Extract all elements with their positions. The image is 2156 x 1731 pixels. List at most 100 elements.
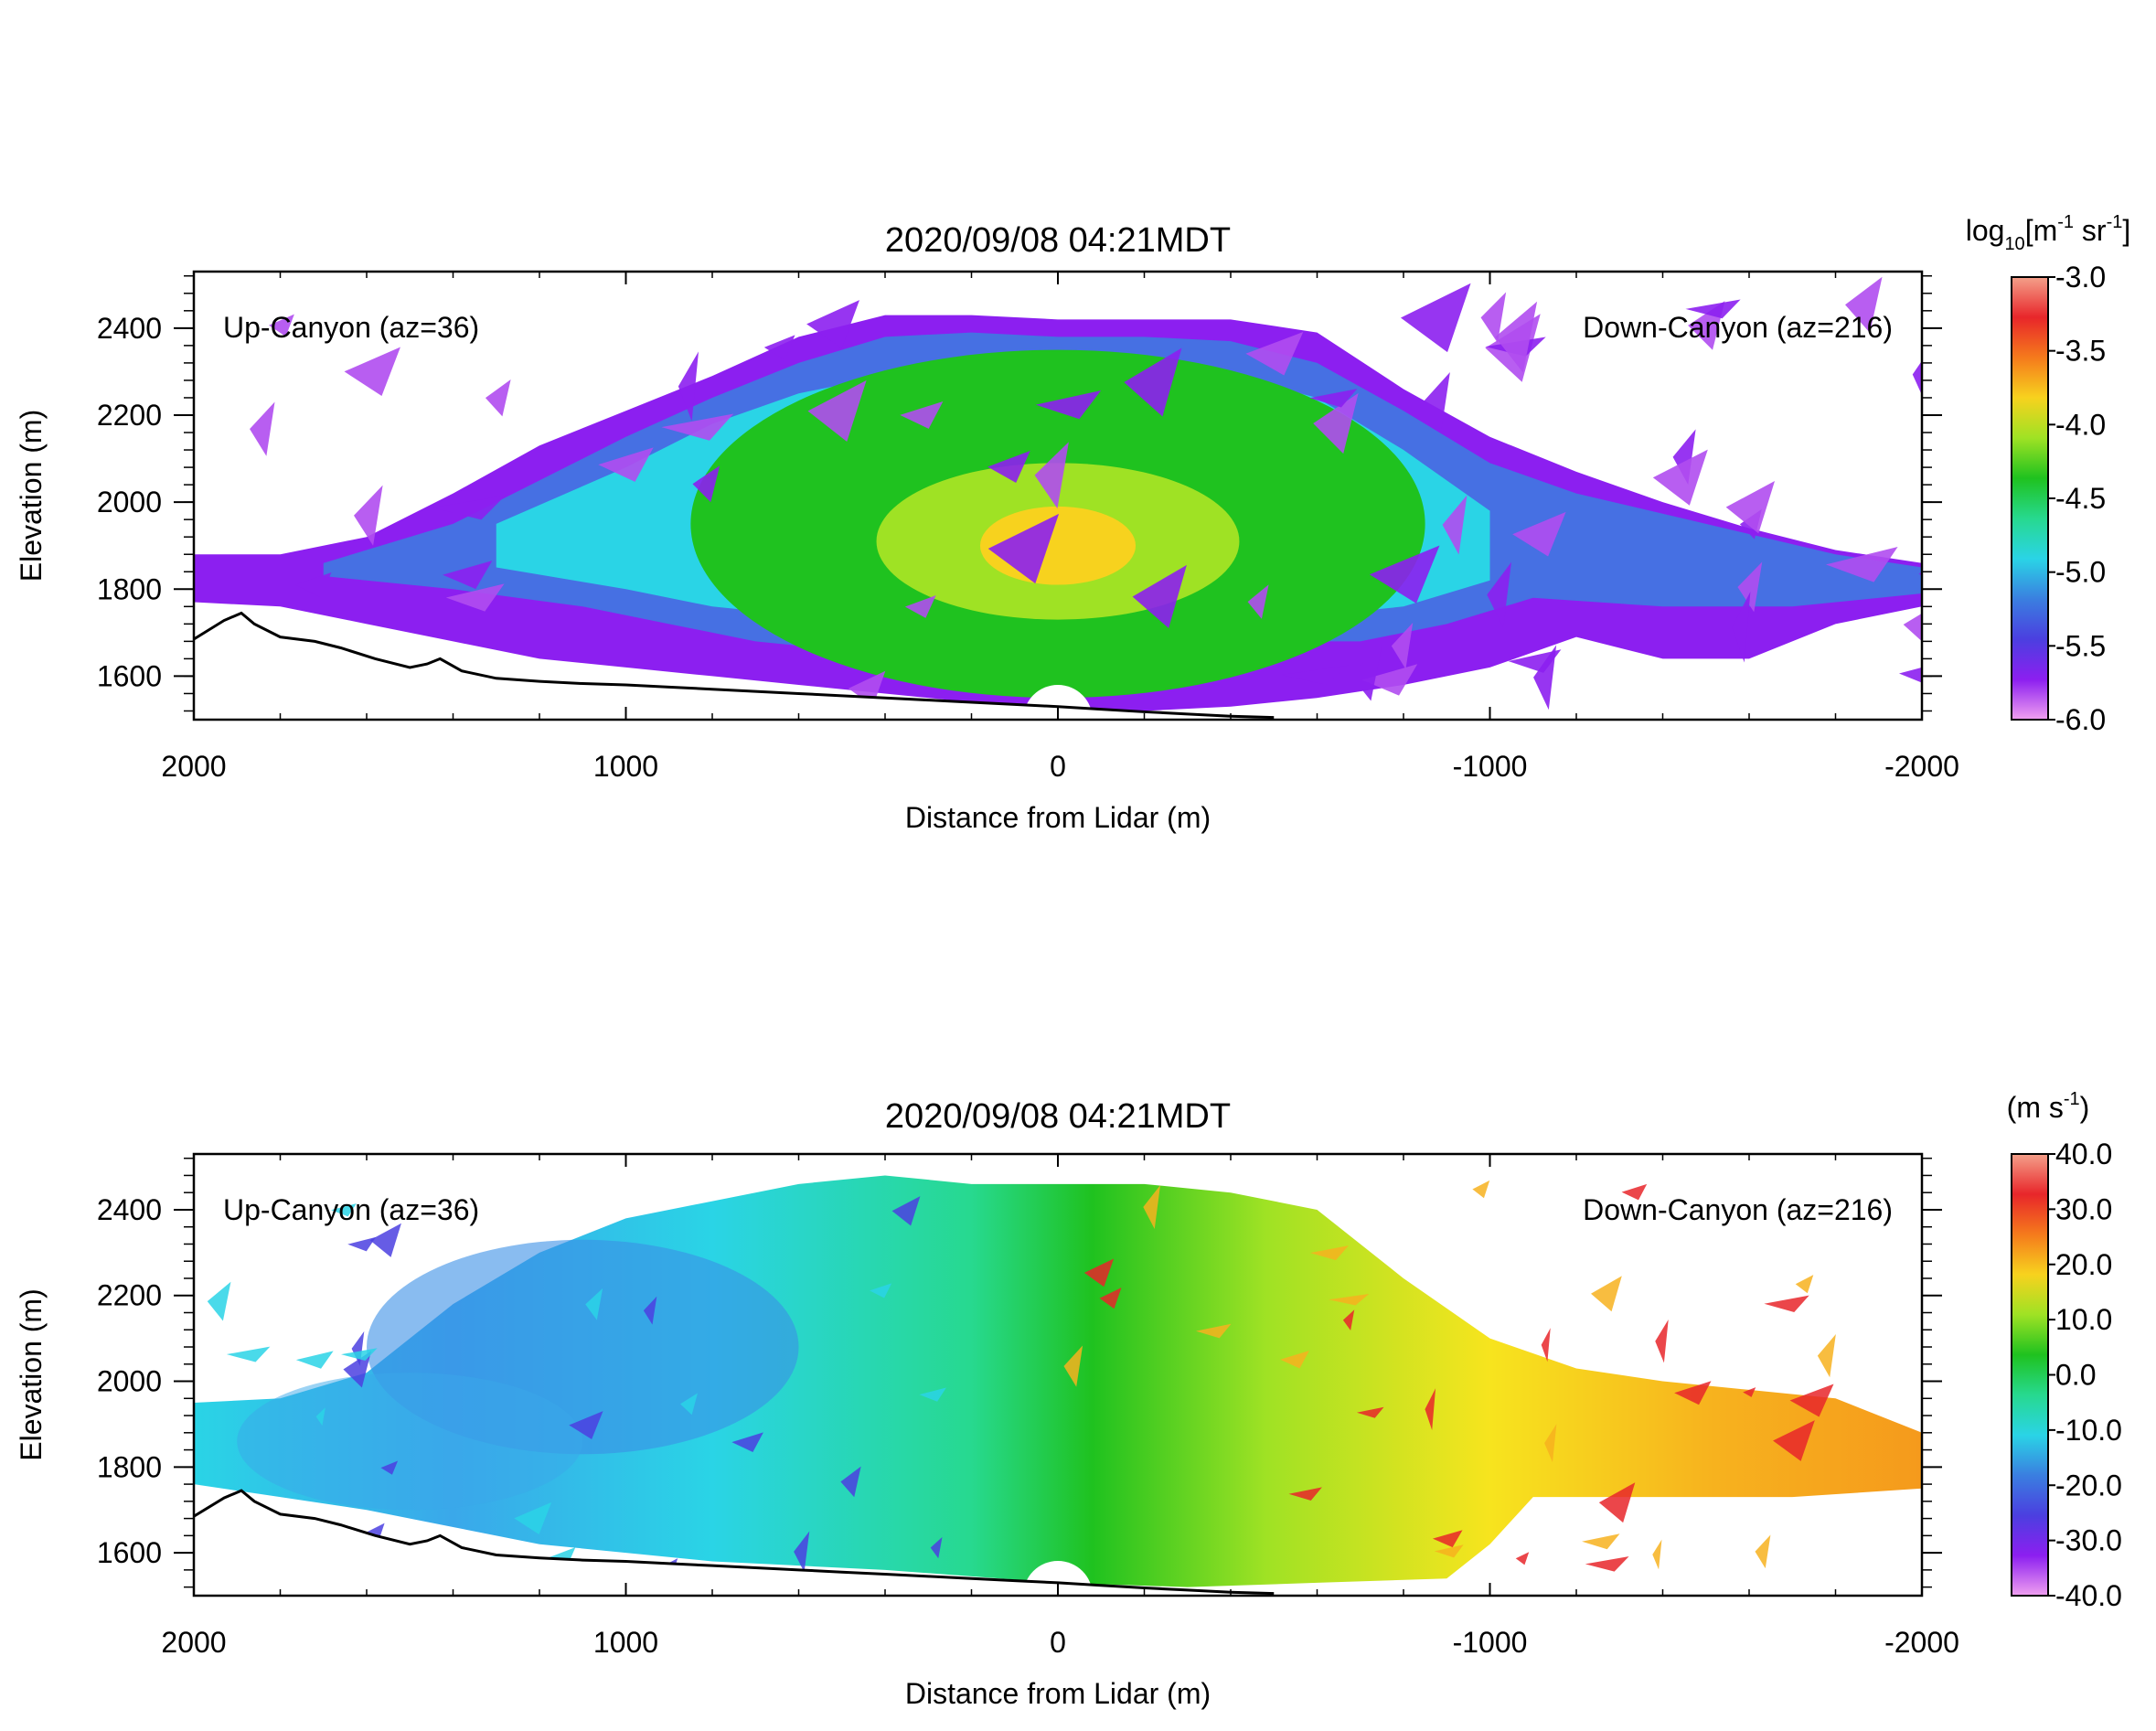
velocity-speckle: [295, 1351, 334, 1369]
velocity-speckle: [1817, 1334, 1836, 1378]
x-tick-label: 0: [1050, 1626, 1066, 1659]
y-tick-label: 1600: [97, 659, 162, 692]
colorbar-tick-label: -6.0: [2055, 703, 2106, 736]
terrain-line: [194, 611, 1275, 720]
y-tick-label: 1800: [97, 572, 162, 605]
left-annotation: Up-Canyon (az=36): [223, 311, 479, 344]
velocity-speckle: [347, 1236, 377, 1252]
velocity-speckle: [1280, 1351, 1309, 1369]
colorbar-tick-label: -40.0: [2055, 1579, 2122, 1612]
colorbar-tick-label: -3.5: [2055, 335, 2106, 368]
velocity-speckle: [840, 1466, 861, 1498]
velocity-speckle: [1288, 1487, 1322, 1501]
x-tick-label: 1000: [593, 750, 658, 783]
velocity-speckle: [585, 1288, 603, 1320]
backscatter-speckle: [1732, 592, 1751, 663]
backscatter-speckle: [763, 335, 795, 360]
velocity-speckle: [514, 1501, 552, 1534]
x-axis-label: Distance from Lidar (m): [905, 801, 1211, 834]
y-axis-label: Elevation (m): [15, 1288, 48, 1461]
data-field: [194, 1175, 1922, 1596]
velocity-speckle: [341, 1348, 378, 1361]
backscatter-speckle: [692, 465, 720, 503]
backscatter-speckle: [987, 451, 1030, 484]
velocity-blue-patch: [237, 1373, 583, 1511]
velocity-speckle: [643, 1296, 657, 1325]
colorbar-tick-label: 40.0: [2055, 1138, 2112, 1170]
colorbar-tick-label: 0.0: [2055, 1359, 2096, 1392]
chart-panel-1: 2000 1000 0 -1000 -2000 1600 1800 2000 2200 2400 2…: [15, 212, 2130, 834]
backscatter-speckle: [1495, 301, 1538, 373]
y-tick-label: 1800: [97, 1450, 162, 1483]
backscatter-speckle: [1035, 390, 1102, 420]
y-tick-label: 2400: [97, 1193, 162, 1226]
backscatter-speckle: [1442, 495, 1468, 555]
y-tick-label: 2000: [97, 1365, 162, 1398]
velocity-speckle: [1674, 1381, 1712, 1405]
velocity-speckle: [1143, 1185, 1160, 1230]
x-tick-label: 2000: [161, 1626, 226, 1659]
backscatter-speckle: [1313, 392, 1359, 454]
backscatter-speckle: [445, 583, 505, 612]
velocity-speckle: [869, 1283, 892, 1298]
x-tick-label: -1000: [1453, 1626, 1528, 1659]
colorbar: -3.0 -3.5 -4.0 -4.5 -5.0 -5.5 -6.0 log10[m-1 sr…: [1966, 212, 2131, 736]
velocity-speckle: [380, 1460, 399, 1475]
backscatter-speckle: [485, 379, 511, 417]
backscatter-speckle: [1737, 561, 1763, 613]
velocity-speckle: [1789, 1384, 1834, 1417]
backscatter-speckle: [1245, 332, 1304, 376]
colorbar-tick-label: 20.0: [2055, 1248, 2112, 1281]
data-field: [194, 276, 1922, 720]
velocity-speckle: [1063, 1345, 1083, 1387]
backscatter-speckle: [1369, 545, 1440, 604]
colorbar-tick-label: -4.5: [2055, 482, 2106, 515]
velocity-speckle: [1099, 1288, 1122, 1309]
backscatter-speckle: [294, 572, 332, 597]
backscatter-speckle: [344, 347, 400, 397]
y-tick-label: 1600: [97, 1536, 162, 1569]
backscatter-speckle: [1652, 449, 1708, 506]
velocity-speckle: [1342, 1309, 1355, 1331]
y-tick-label: 2200: [97, 1279, 162, 1312]
x-tick-label: 0: [1050, 750, 1066, 783]
backscatter-speckle: [1361, 664, 1418, 696]
backscatter-speckle: [1124, 347, 1182, 417]
velocity-speckle: [1541, 1328, 1551, 1362]
colorbar-tick-label: -30.0: [2055, 1524, 2122, 1557]
backscatter-speckle: [1132, 564, 1187, 629]
backscatter-speckle: [1247, 584, 1269, 619]
colorbar-tick-label: -4.0: [2055, 408, 2106, 441]
velocity-speckle: [1652, 1539, 1662, 1570]
velocity-speckle: [1655, 1320, 1669, 1363]
backscatter-speckle: [1350, 647, 1382, 701]
velocity-speckle: [1309, 1245, 1349, 1261]
x-axis-label: Distance from Lidar (m): [905, 1677, 1211, 1710]
backscatter-speckle: [1512, 511, 1566, 557]
velocity-speckle: [1582, 1533, 1620, 1550]
left-annotation: Up-Canyon (az=36): [223, 1193, 479, 1226]
x-tick-label: 2000: [161, 750, 226, 783]
backscatter-speckle: [1918, 572, 1922, 576]
velocity-speckle: [1755, 1534, 1771, 1569]
backscatter-speckle: [1487, 561, 1511, 628]
colorbar-unit: log10[m-1 sr-1]: [1966, 212, 2131, 254]
backscatter-speckle: [678, 351, 699, 422]
velocity-speckle: [930, 1536, 943, 1559]
x-tick-label: 1000: [593, 1626, 658, 1659]
velocity-speckle: [1544, 1424, 1557, 1463]
velocity-speckle: [207, 1281, 231, 1321]
backscatter-speckle: [432, 495, 506, 520]
y-tick-label: 2400: [97, 312, 162, 345]
chart-title: 2020/09/08 04:21MDT: [885, 1097, 1231, 1136]
velocity-speckle: [1083, 1258, 1115, 1288]
velocity-speckle: [919, 1387, 946, 1402]
velocity-speckle: [315, 1407, 326, 1426]
backscatter-speckle: [443, 561, 493, 590]
colorbar-tick-label: -10.0: [2055, 1414, 2122, 1447]
terrain-mask: [194, 613, 1275, 720]
velocity-speckle: [1425, 1388, 1436, 1431]
x-tick-label: -2000: [1884, 750, 1959, 783]
velocity-speckle: [367, 1523, 385, 1541]
